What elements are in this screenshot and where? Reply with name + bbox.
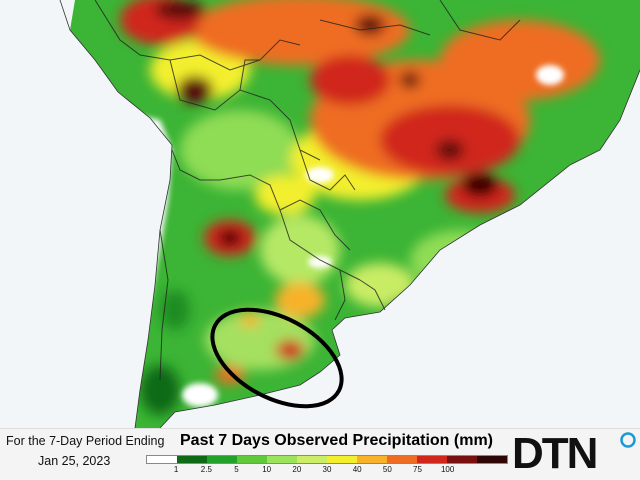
legend-swatch <box>327 456 357 463</box>
legend-tick-label: 10 <box>262 465 272 474</box>
legend-title: Past 7 Days Observed Precipitation (mm) <box>180 432 493 449</box>
dtn-logo-mark-icon <box>620 432 636 448</box>
legend-tick-label: 30 <box>322 465 332 474</box>
legend-swatch <box>147 456 177 463</box>
legend-swatch <box>237 456 267 463</box>
legend-swatch <box>417 456 447 463</box>
legend-tick-label: 100 <box>440 465 455 474</box>
precipitation-map <box>0 0 640 428</box>
legend-footer: For the 7-Day Period Ending Jan 25, 2023… <box>0 428 640 480</box>
coastline <box>159 69 640 428</box>
legend-swatch <box>477 456 507 463</box>
period-date: Jan 25, 2023 <box>38 454 111 468</box>
legend-tick-label: 40 <box>352 465 362 474</box>
legend-tick-label: 75 <box>413 465 422 474</box>
legend-swatch <box>267 456 297 463</box>
legend-swatch <box>177 456 207 463</box>
legend-tick-label: 5 <box>234 465 239 474</box>
legend-tick-label: 20 <box>292 465 302 474</box>
dtn-logo: DTN <box>512 430 638 478</box>
legend-tick-label: 1 <box>173 465 179 474</box>
legend-tick-label: 50 <box>382 465 392 474</box>
legend-swatch <box>297 456 327 463</box>
legend-swatch <box>207 456 237 463</box>
legend-tick-labels: 1 2.5 5 10 20 30 40 50 75 100 <box>146 465 508 477</box>
country-borders <box>94 0 521 381</box>
legend-swatch <box>387 456 417 463</box>
period-label: For the 7-Day Period Ending <box>6 434 165 448</box>
legend-tick-label: 2.5 <box>200 465 212 474</box>
dtn-logo-text: DTN <box>512 429 598 478</box>
legend-color-scale <box>146 455 508 464</box>
legend-swatch <box>357 456 387 463</box>
highlight-circle <box>210 307 344 409</box>
legend-swatch <box>447 456 477 463</box>
